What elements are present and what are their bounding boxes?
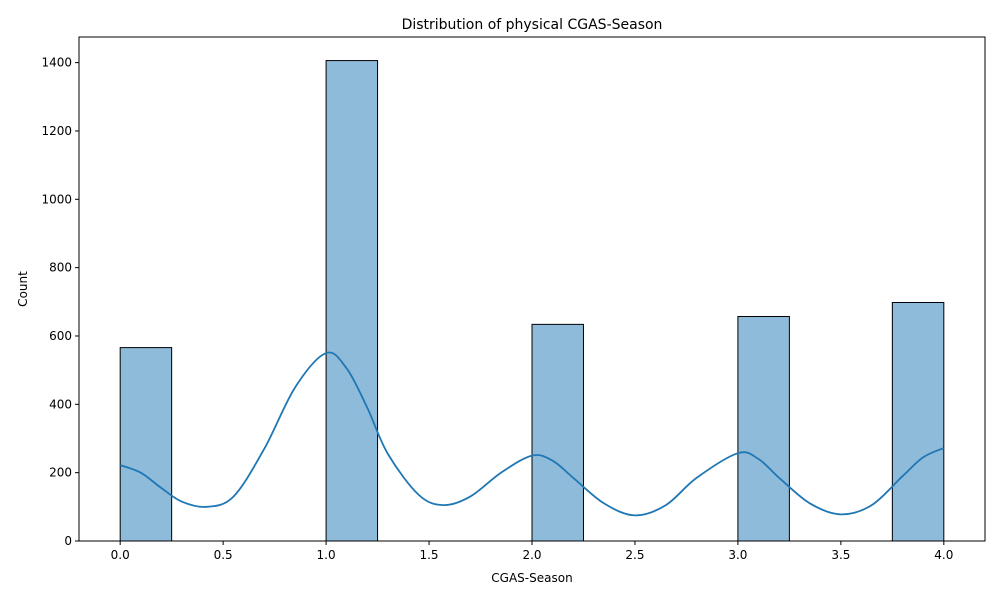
y-tick-label: 1400 xyxy=(41,56,72,70)
y-tick-label: 1000 xyxy=(41,192,72,206)
x-axis-label: CGAS-Season xyxy=(491,571,572,585)
x-tick-label: 2.5 xyxy=(625,548,644,562)
x-tick-label: 0.0 xyxy=(111,548,130,562)
histogram-bar-0 xyxy=(119,347,173,542)
y-axis-ticks: 0 200 400 600 800 1000 1200 1400 xyxy=(41,56,79,548)
y-tick-label: 400 xyxy=(49,397,72,411)
x-tick-label: 3.0 xyxy=(728,548,747,562)
y-tick-label: 0 xyxy=(64,534,72,548)
histogram-bar-1 xyxy=(325,60,379,542)
x-tick-label: 2.0 xyxy=(522,548,541,562)
y-tick-label: 1200 xyxy=(41,124,72,138)
histogram-bar-2 xyxy=(531,323,584,542)
histogram-bar-4 xyxy=(891,301,945,542)
chart-title: Distribution of physical CGAS-Season xyxy=(402,17,663,33)
y-tick-label: 600 xyxy=(49,329,72,343)
kde-layer xyxy=(119,351,945,517)
x-tick-label: 1.5 xyxy=(419,548,438,562)
y-tick-label: 800 xyxy=(49,261,72,275)
x-tick-label: 3.5 xyxy=(831,548,850,562)
bars-layer xyxy=(119,60,945,542)
plot-frame xyxy=(78,36,986,542)
kde-curve xyxy=(119,351,945,517)
y-tick-label: 200 xyxy=(49,466,72,480)
histogram-bar-3 xyxy=(737,316,790,542)
x-axis-ticks: 0.0 0.5 1.0 1.5 2.0 2.5 3.0 3.5 4.0 xyxy=(111,541,953,562)
x-tick-label: 1.0 xyxy=(317,548,336,562)
y-axis-label: Count xyxy=(16,271,30,307)
x-tick-label: 4.0 xyxy=(934,548,953,562)
x-tick-label: 0.5 xyxy=(214,548,233,562)
